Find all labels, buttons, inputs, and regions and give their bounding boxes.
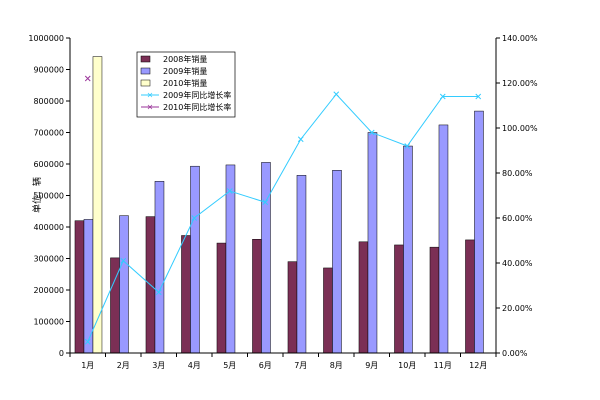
bar-2008年销量 <box>252 239 262 354</box>
x-tick-label: 1月 <box>81 361 94 370</box>
point-2009年同比增长率 <box>404 143 411 149</box>
bar-2008年销量 <box>394 244 404 354</box>
legend-swatch-2008-sales <box>140 55 151 63</box>
point-2009年同比增长率 <box>297 136 304 143</box>
y-right-tick-label: 60.00% <box>502 214 533 223</box>
bars-layer <box>74 56 484 354</box>
y-left-tick-label: 900000 <box>33 66 64 75</box>
x-tick-label: 11月 <box>434 361 452 370</box>
y-left-tick-label: 200000 <box>33 286 64 295</box>
point-marker <box>439 93 446 100</box>
lines-layer <box>84 75 482 345</box>
y-left-tick-label: 800000 <box>33 97 64 106</box>
point-marker <box>368 129 375 136</box>
point-2009年同比增长率 <box>226 188 233 194</box>
point-marker <box>404 143 411 149</box>
legend-label-2009-growth: 2009年同比增长率 <box>163 90 231 100</box>
x-tick-label: 8月 <box>330 361 343 370</box>
bar-2008年销量 <box>429 246 440 354</box>
y-right-tick-label: 0.00% <box>502 349 528 358</box>
axes-layer: 0 100000 200000 300000 400000 500000 600000 700… <box>28 34 538 370</box>
bar-2010年销量 <box>92 56 103 354</box>
y-right-tick-label: 20.00% <box>502 304 533 313</box>
y-axis-title: 单位：辆 <box>31 177 43 213</box>
point-marker <box>120 257 127 264</box>
bar-2009年销量 <box>190 165 200 354</box>
legend-label-2009-sales: 2009年销量 <box>163 66 207 76</box>
y-right-tick-label: 140.00% <box>502 34 538 43</box>
y-left-tick-label: 0 <box>59 349 64 358</box>
legend-box <box>136 51 236 118</box>
point-2009年同比增长率 <box>368 129 375 136</box>
bar-2009年销量 <box>154 181 165 354</box>
x-tick-label: 10月 <box>398 361 416 370</box>
point-marker <box>333 91 340 98</box>
bar-2008年销量 <box>287 261 298 354</box>
x-tick-label: 2月 <box>117 361 130 370</box>
point-marker <box>226 188 233 194</box>
point-2010年同比增长率 <box>84 75 91 82</box>
bar-2008年销量 <box>216 242 227 354</box>
x-tick-label: 5月 <box>223 361 236 370</box>
x-tick-label: 12月 <box>469 361 487 370</box>
point-2009年同比增长率 <box>439 93 446 100</box>
point-2009年同比增长率 <box>120 257 127 264</box>
y-left-tick-label: 600000 <box>33 160 64 169</box>
bar-2009年销量 <box>367 132 378 354</box>
x-tick-label: 3月 <box>152 361 165 370</box>
line-2009年同比增长率 <box>87 93 479 342</box>
point-marker <box>84 75 91 82</box>
point-marker <box>155 289 162 296</box>
point-marker <box>297 136 304 143</box>
bar-2008年销量 <box>358 241 369 354</box>
y-left-tick-label: 300000 <box>33 255 64 264</box>
bar-2008年销量 <box>74 220 85 354</box>
y-left-tick-label: 100000 <box>33 318 64 327</box>
bar-2009年销量 <box>261 162 271 354</box>
point-2009年同比增长率 <box>475 93 482 100</box>
point-marker <box>475 93 482 100</box>
point-marker <box>191 215 198 221</box>
point-2009年同比增长率 <box>333 91 340 98</box>
bar-2009年销量 <box>474 110 484 354</box>
y-left-tick-label: 400000 <box>33 223 64 232</box>
bar-2009年销量 <box>438 124 449 354</box>
legend-label-2008-sales: 2008年销量 <box>163 54 207 64</box>
y-right-tick-label: 80.00% <box>502 169 533 178</box>
bar-2008年销量 <box>181 235 191 354</box>
y-right-tick-label: 120.00% <box>502 79 538 88</box>
point-2009年同比增长率 <box>155 289 162 296</box>
bar-2008年销量 <box>465 239 475 354</box>
x-tick-label: 9月 <box>365 361 378 370</box>
x-tick-label: 7月 <box>294 361 307 370</box>
point-2009年同比增长率 <box>191 215 198 221</box>
bar-2009年销量 <box>119 215 129 354</box>
y-left-tick-label: 1000000 <box>28 34 64 43</box>
legend-marker-2009-growth: × <box>147 91 154 100</box>
bar-2008年销量 <box>323 267 333 354</box>
y-left-tick-label: 700000 <box>33 129 64 138</box>
legend-swatch-2010-sales <box>140 79 151 87</box>
point-marker <box>262 199 269 206</box>
bar-2009年销量 <box>332 170 342 354</box>
y-left-tick-label: 500000 <box>33 192 64 201</box>
x-tick-label: 6月 <box>259 361 272 370</box>
point-2009年同比增长率 <box>262 199 269 206</box>
bar-2009年销量 <box>296 175 307 354</box>
legend-label-2010-sales: 2010年销量 <box>163 78 207 88</box>
x-tick-label: 4月 <box>188 361 201 370</box>
legend-marker-2010-growth: × <box>147 103 154 112</box>
y-right-tick-label: 40.00% <box>502 259 533 268</box>
legend-swatch-2009-sales <box>140 67 151 75</box>
point-marker <box>84 338 91 345</box>
point-2009年同比增长率 <box>84 338 91 345</box>
legend: 2008年销量 2009年销量 2010年销量 × 2009年同比增长率 × 2… <box>136 51 236 118</box>
bar-2009年销量 <box>403 145 413 354</box>
y-right-tick-label: 100.00% <box>502 124 538 133</box>
legend-label-2010-growth: 2010年同比增长率 <box>163 102 231 112</box>
